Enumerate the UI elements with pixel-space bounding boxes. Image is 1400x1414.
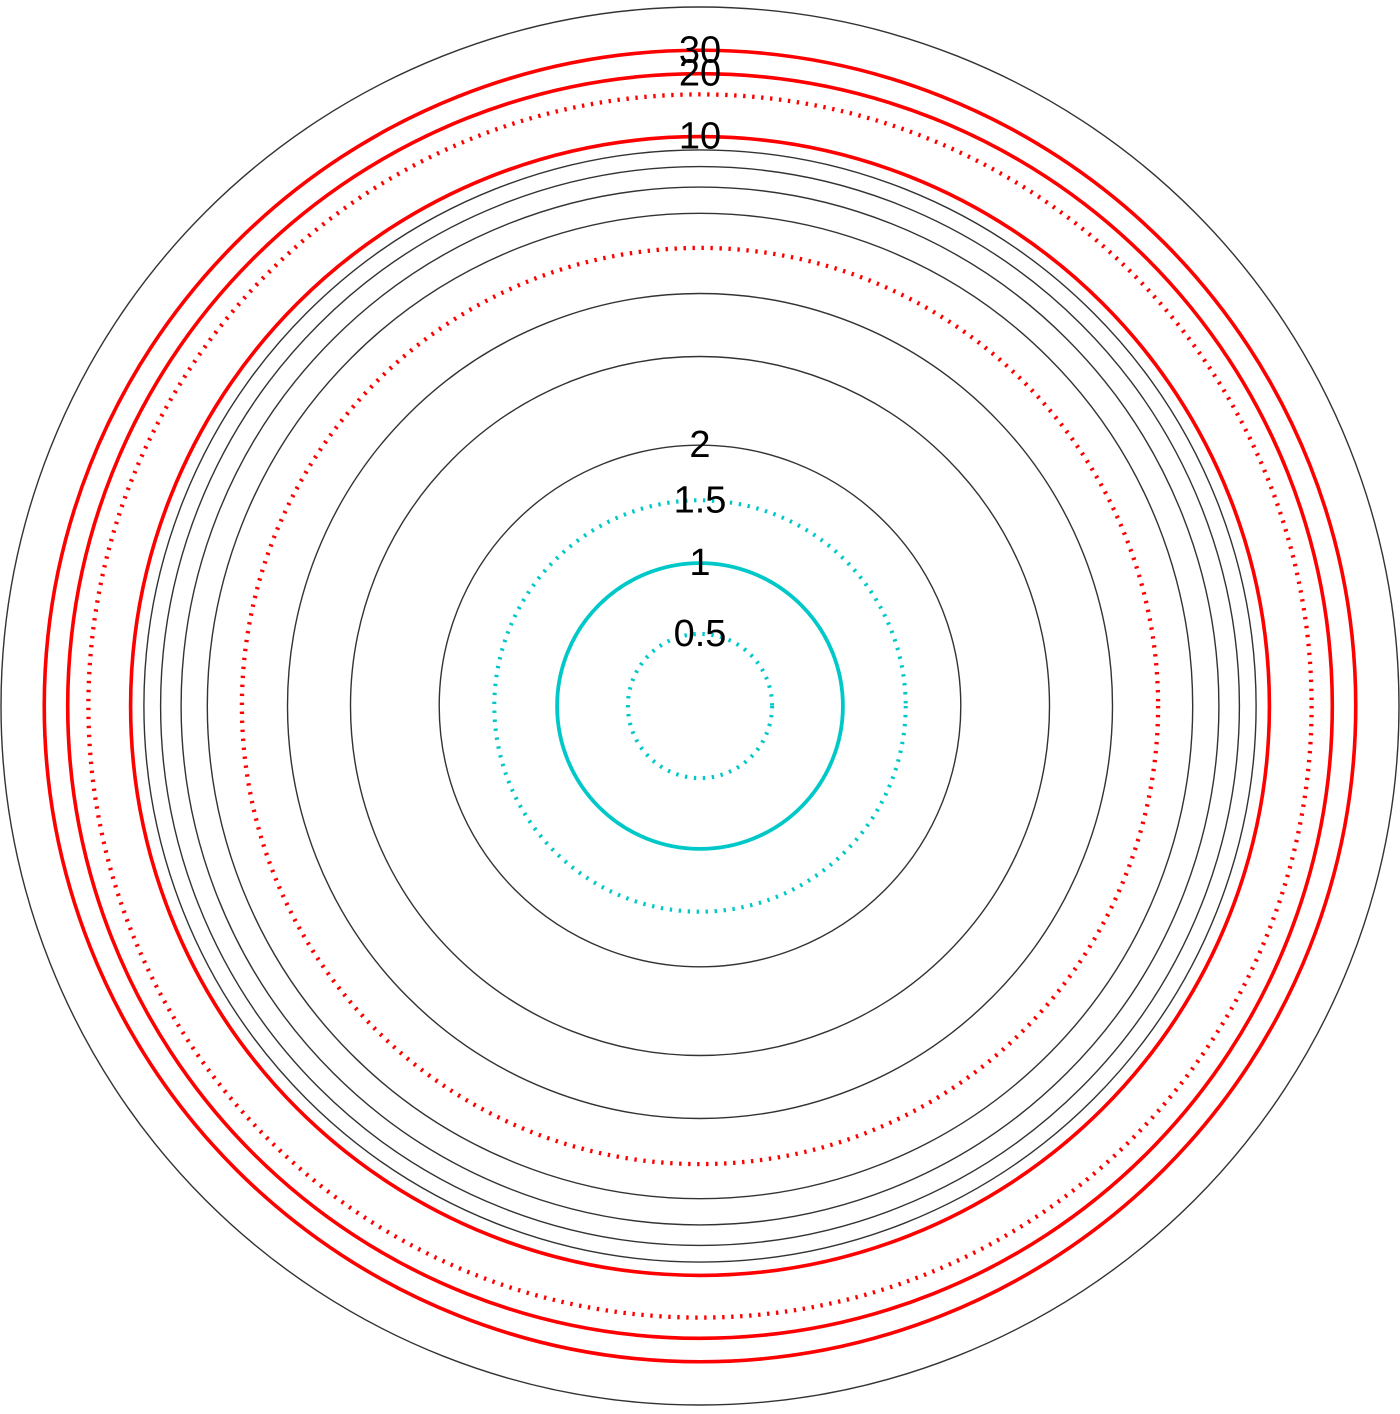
svg-text:1: 1 [689,542,710,584]
svg-text:10: 10 [679,116,721,158]
svg-text:1.5: 1.5 [674,479,727,521]
svg-text:0.5: 0.5 [674,613,727,655]
svg-text:30: 30 [679,29,721,71]
svg-text:2: 2 [689,424,710,466]
